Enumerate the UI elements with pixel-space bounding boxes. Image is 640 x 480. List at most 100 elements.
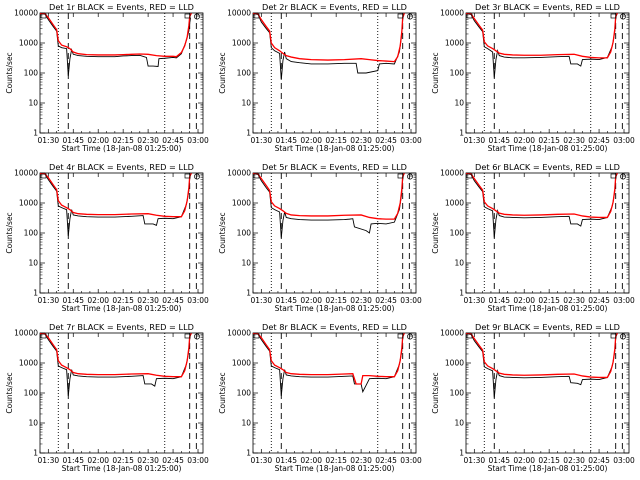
panel-det-4: Det 4r BLACK = Events, RED = LLD 01:30 01:… [5,162,209,313]
x-tick-label: 01:45 [275,456,297,465]
corner-marker [194,173,200,180]
x-axis-title: Start Time (18-Jan-08 01:25:00) [488,464,608,473]
x-tick-label: 01:30 [464,456,486,465]
panel-det-8: Det 8r BLACK = Events, RED = LLD 01:30 01:… [218,322,422,473]
lld-series-line [253,333,405,385]
x-tick-label: 02:30 [137,136,159,145]
x-tick-label: 01:45 [488,136,510,145]
panel-title: Det 3r BLACK = Events, RED = LLD [475,2,620,12]
plot-frame [465,12,630,134]
plot-frame [252,12,417,134]
events-series-line [253,333,404,396]
x-tick-label: 02:45 [588,456,610,465]
x-tick-label: 02:45 [588,136,610,145]
panel-title: Det 1r BLACK = Events, RED = LLD [49,2,194,12]
x-tick-label: 01:45 [275,296,297,305]
plot-frame [39,332,204,454]
corner-marker [407,333,413,340]
corner-marker [620,173,626,180]
y-axis-title: Counts/sec [218,212,227,253]
panel-title: Det 7r BLACK = Events, RED = LLD [49,322,194,332]
corner-marker [610,333,617,339]
y-tick-label: 1 [33,449,38,458]
y-axis-title: Counts/sec [218,52,227,93]
y-axis-title: Counts/sec [5,212,14,253]
corner-marker [253,173,260,179]
panel-title: Det 5r BLACK = Events, RED = LLD [262,162,407,172]
panel-det-2: Det 2r BLACK = Events, RED = LLD 01:30 01:… [218,2,422,153]
x-axis-title: Start Time (18-Jan-08 01:25:00) [275,464,395,473]
x-tick-label: 02:00 [513,136,535,145]
y-tick-label: 10 [28,99,38,108]
corner-marker [407,13,413,20]
corner-marker [184,13,191,19]
x-tick-label: 03:00 [400,296,422,305]
x-tick-label: 02:15 [112,136,134,145]
panel-title: Det 4r BLACK = Events, RED = LLD [49,162,194,172]
x-axis-title: Start Time (18-Jan-08 01:25:00) [488,144,608,153]
x-tick-label: 02:15 [112,456,134,465]
x-axis-title: Start Time (18-Jan-08 01:25:00) [275,304,395,313]
x-tick-label: 02:00 [87,456,109,465]
y-axis-title: Counts/sec [5,372,14,413]
lld-series-line [253,13,405,63]
y-tick-label: 10 [241,99,251,108]
lld-series-line [40,333,192,378]
y-tick-label: 10 [28,259,38,268]
x-tick-label: 03:00 [187,296,209,305]
events-series-line [253,13,404,80]
x-tick-label: 02:30 [563,296,585,305]
y-tick-label: 1000 [445,39,464,48]
y-tick-label: 10 [241,419,251,428]
y-tick-label: 10 [454,419,464,428]
panel-det-9: Det 9r BLACK = Events, RED = LLD 01:30 01:… [431,322,635,473]
panel-title: Det 8r BLACK = Events, RED = LLD [262,322,407,332]
y-tick-label: 100 [237,229,252,238]
x-tick-label: 02:30 [350,136,372,145]
x-tick-label: 02:15 [538,456,560,465]
x-tick-label: 01:30 [38,136,60,145]
events-series-line [466,333,617,398]
plot-frame [39,12,204,134]
x-tick-label: 03:00 [613,136,635,145]
y-tick-label: 10 [454,99,464,108]
corner-marker [194,13,200,20]
y-tick-label: 1 [246,449,251,458]
corner-marker [397,333,404,339]
panel-title: Det 9r BLACK = Events, RED = LLD [475,322,620,332]
corner-marker [397,13,404,19]
x-tick-label: 02:15 [538,136,560,145]
panel-det-7: Det 7r BLACK = Events, RED = LLD 01:30 01:… [5,322,209,473]
x-axis-title: Start Time (18-Jan-08 01:25:00) [62,304,182,313]
x-tick-label: 01:45 [275,136,297,145]
corner-marker [466,333,473,339]
panel-det-6: Det 6r BLACK = Events, RED = LLD 01:30 01:… [431,162,635,313]
events-series-line [40,13,191,76]
corner-marker [620,13,626,20]
x-tick-label: 02:00 [513,456,535,465]
x-tick-label: 02:00 [87,136,109,145]
corner-marker [40,13,47,19]
x-tick-label: 01:30 [251,296,273,305]
x-tick-label: 02:00 [300,456,322,465]
y-tick-label: 100 [24,69,39,78]
panel-title: Det 6r BLACK = Events, RED = LLD [475,162,620,172]
x-tick-label: 01:30 [251,136,273,145]
y-axis-title: Counts/sec [431,212,440,253]
events-series-line [466,173,617,238]
y-tick-label: 1000 [19,39,38,48]
lld-series-line [466,333,618,379]
corner-marker [253,13,260,19]
y-tick-label: 100 [24,229,39,238]
y-tick-label: 1 [33,129,38,138]
x-tick-label: 02:30 [137,456,159,465]
x-tick-label: 02:00 [300,136,322,145]
x-tick-label: 02:15 [325,136,347,145]
events-series-line [253,173,404,238]
x-tick-label: 02:45 [162,136,184,145]
plot-frame [39,172,204,294]
corner-marker [184,333,191,339]
y-tick-label: 100 [450,69,465,78]
events-series-line [40,333,191,396]
plot-frame [465,172,630,294]
